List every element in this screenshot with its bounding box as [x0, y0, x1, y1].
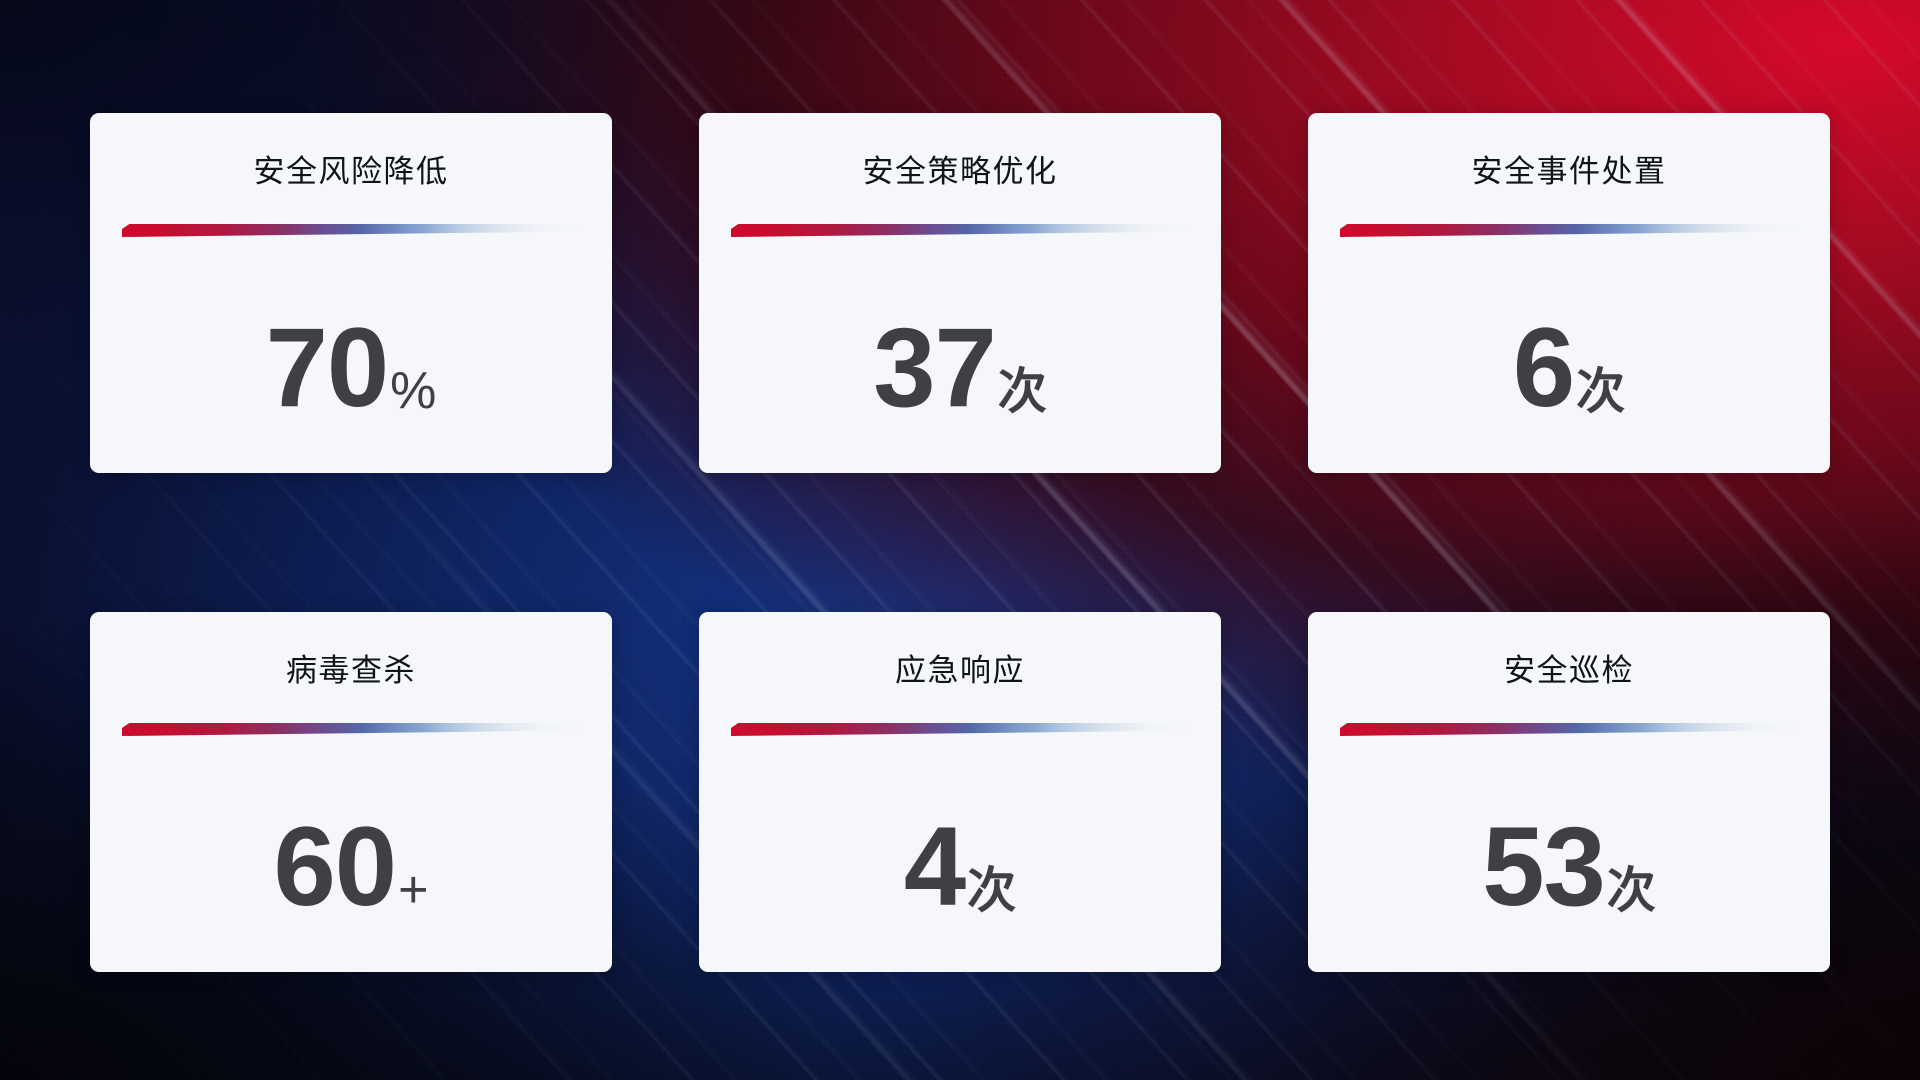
- stat-card-value: 37 次: [873, 304, 1047, 430]
- gradient-rule: [731, 224, 1189, 237]
- stat-value-number: 6: [1512, 304, 1575, 430]
- stat-value-number: 53: [1482, 803, 1606, 929]
- gradient-rule: [122, 723, 580, 736]
- stat-card-divider: [731, 224, 1189, 237]
- stats-card-grid: 安全风险降低 70 % 安全策略优化 37 次 安全事件处置: [90, 113, 1830, 972]
- stat-value-unit: +: [398, 860, 429, 919]
- stat-card-divider: [122, 224, 580, 237]
- stat-card[interactable]: 安全策略优化 37 次: [699, 113, 1221, 473]
- stat-card[interactable]: 病毒查杀 60 +: [90, 612, 612, 972]
- gradient-rule: [1340, 224, 1798, 237]
- stat-value-unit: 次: [967, 863, 1017, 918]
- stat-card[interactable]: 安全风险降低 70 %: [90, 113, 612, 473]
- stat-card-title: 安全风险降低: [253, 154, 449, 189]
- stat-value-number: 70: [265, 304, 390, 430]
- stat-card-title: 安全策略优化: [862, 154, 1058, 189]
- stat-card-value: 60 +: [273, 803, 429, 929]
- stat-card-title: 安全巡检: [1504, 653, 1634, 688]
- stat-value-unit: 次: [1606, 863, 1656, 918]
- stat-card-divider: [122, 723, 580, 736]
- gradient-rule: [1340, 723, 1798, 736]
- stat-value-unit: 次: [1576, 364, 1626, 419]
- gradient-rule: [122, 224, 580, 237]
- stat-card-value: 53 次: [1482, 803, 1656, 929]
- stat-value-number: 60: [273, 803, 398, 929]
- stat-card[interactable]: 应急响应 4 次: [699, 612, 1221, 972]
- stat-card-divider: [1340, 723, 1798, 736]
- stat-value-unit: %: [390, 361, 437, 420]
- stat-card-divider: [1340, 224, 1798, 237]
- stat-card[interactable]: 安全事件处置 6 次: [1308, 113, 1830, 473]
- stat-value-unit: 次: [997, 364, 1047, 419]
- stat-card-title: 安全事件处置: [1471, 154, 1667, 189]
- gradient-rule: [731, 723, 1189, 736]
- stat-card-value: 70 %: [265, 304, 437, 430]
- stat-card-value: 4 次: [903, 803, 1017, 929]
- stat-card-divider: [731, 723, 1189, 736]
- stat-card-title: 病毒查杀: [286, 653, 416, 688]
- stat-card-value: 6 次: [1512, 304, 1626, 430]
- stat-value-number: 4: [903, 803, 966, 929]
- stat-card[interactable]: 安全巡检 53 次: [1308, 612, 1830, 972]
- stat-card-title: 应急响应: [895, 653, 1025, 688]
- stat-value-number: 37: [873, 304, 997, 430]
